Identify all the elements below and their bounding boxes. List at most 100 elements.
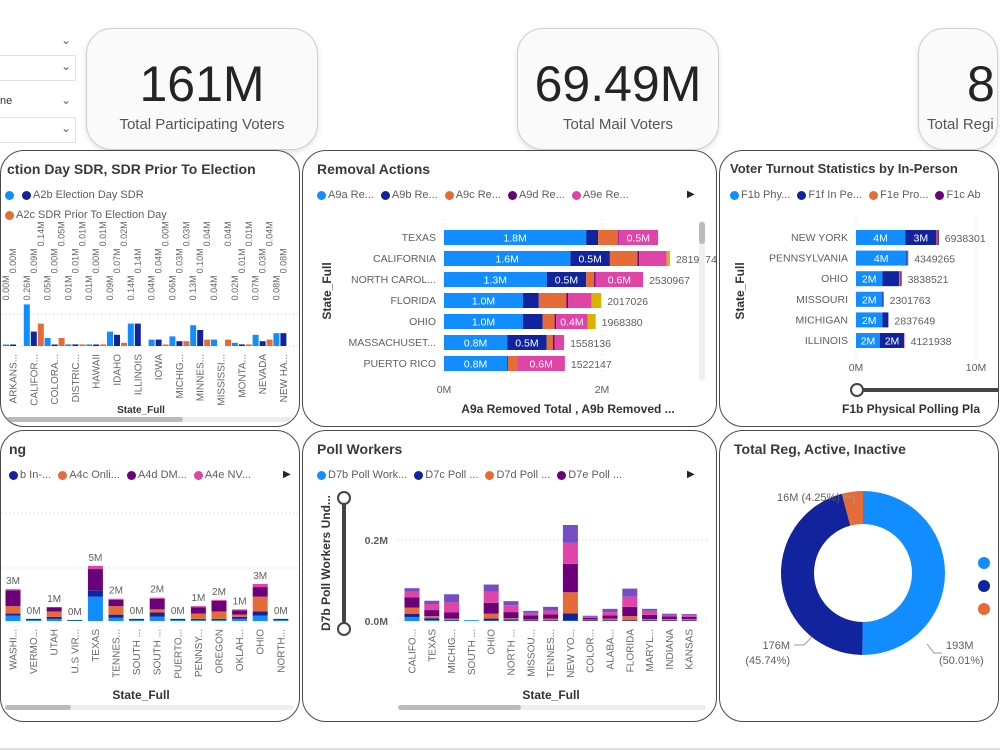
bar [86,344,93,346]
bar-segment [211,599,227,601]
kpi-total-mail-voters: 69.49M Total Mail Voters [517,28,719,150]
data-label: 0.07M [112,248,122,273]
data-label: 0.4M [560,317,583,329]
donut-slice[interactable] [841,491,863,526]
total-label: 4349265 [914,254,955,266]
legend-dot-icon [9,470,18,480]
category-label: TEXAS [91,629,102,662]
legend-dot-icon [507,190,517,200]
legend-item[interactable]: A9c Re... [444,189,501,201]
data-label: 0.13M [188,275,198,300]
data-label: 0.07M [251,275,261,300]
legend-item[interactable]: F1b Phy... [730,189,790,201]
bar-segment [483,618,499,621]
bar-segment [87,596,103,621]
scrollbar-thumb[interactable] [5,417,183,422]
donut-slice[interactable] [862,491,946,655]
legend-item[interactable]: A9d Re... [507,189,565,201]
bar-segment [503,601,519,606]
bar [231,342,238,346]
chevron-down-icon[interactable]: ⌄ [60,33,71,47]
data-label: 0.04M [265,221,275,246]
legend-item[interactable]: b In-... [9,469,51,481]
legend-item[interactable]: A4d DM... [126,469,187,481]
category-label: NEW YORK [791,232,848,244]
y-axis-title: D7b Poll Workers Und... [319,495,333,631]
donut-slice[interactable] [781,493,863,655]
slicer-4[interactable]: ⌄ [0,117,76,143]
slicer-3[interactable]: ne ⌄ [0,93,71,107]
legend-next-arrow-icon[interactable]: ▶ [687,469,695,480]
bar-segment [907,250,908,266]
range-slider-handle[interactable] [337,491,351,505]
bar-segment [444,594,460,603]
data-label: 0.03M [174,248,184,273]
bar-segment [463,620,479,621]
data-label: 2M [885,336,900,348]
chevron-down-icon[interactable]: ⌄ [60,93,71,107]
legend-item[interactable]: F1f In Pe... [797,189,862,201]
bar-segment [190,618,206,620]
category-label: NEW HA... [279,354,290,402]
data-label: 0.14M [36,221,46,246]
bar-segment [523,615,539,620]
bar-segment [546,272,587,287]
category-label: OHIO [256,629,267,655]
data-label: 0.08M [271,275,281,300]
legend-item[interactable]: D7c Poll ... [414,469,478,481]
slicer-2[interactable]: ⌄ [0,55,76,81]
category-label: MICHIGAN [796,314,849,326]
legend-item[interactable] [5,189,14,201]
bar-segment [129,619,145,621]
scrollbar-thumb[interactable] [699,222,705,244]
legend-item[interactable]: A4c Onli... [58,469,120,481]
data-label: 0.26M [22,275,32,300]
category-label: TENNES... [546,629,557,678]
legend-item[interactable]: F1c Ab [935,189,981,201]
chevron-down-icon[interactable]: ⌄ [60,59,71,73]
legend-item[interactable]: A9b Re... [380,189,438,201]
bar-segment [586,230,599,245]
range-slider-handle[interactable] [850,383,864,397]
bar [58,338,65,346]
legend-item[interactable]: A9a Re... [317,189,374,201]
kpi-label: Total Participating Voters [119,116,285,133]
bar-segment [553,335,555,350]
data-label: 0.01M [84,275,94,300]
category-label: ALABA... [606,629,617,670]
bar-segment [609,251,638,266]
x-axis-title: State_Full [522,688,579,702]
vertical-scrollbar[interactable] [699,221,705,381]
range-slider-handle[interactable] [337,622,351,636]
category-label: ILLINOIS [805,335,848,347]
legend-item[interactable]: A4e NV... [193,469,251,481]
legend-item[interactable]: A9e Re... [571,189,629,201]
legend-item[interactable]: A2c SDR Prior To Election Day [5,209,167,221]
legend-item[interactable]: D7e Poll ... [557,469,622,481]
bar-segment [444,602,460,613]
bar-segment [622,620,638,621]
legend-next-arrow-icon[interactable]: ▶ [687,189,695,200]
legend-next-arrow-icon[interactable]: ▶ [283,469,291,480]
legend-item[interactable]: D7d Poll ... [485,469,550,481]
registration-chart: 3M WASHI... 0M VERMO... 1M UTAH 0M U.S VIR... 5M… [1,512,299,710]
bar-segment [582,617,598,620]
data-label: 2M [862,294,877,306]
legend-item[interactable]: F1e Pro... [869,189,928,201]
total-label: 1558136 [570,338,611,350]
scrollbar-thumb[interactable] [398,705,521,710]
legend-item[interactable]: A2b Election Day SDR [22,189,144,201]
legend-dot-icon [797,190,807,200]
bar-segment [591,293,602,308]
chart-legend: D7b Poll Work... D7c Poll ... D7d Poll ...… [317,469,622,481]
bar-segment [424,620,440,621]
bar-segment [880,333,904,348]
bar [176,341,183,346]
legend-item[interactable]: D7b Poll Work... [317,469,407,481]
data-label: 0.01M [237,248,247,273]
chevron-down-icon[interactable]: ⌄ [60,121,71,135]
horizontal-scrollbar[interactable] [5,705,293,710]
bar-segment [444,618,460,620]
scrollbar-thumb[interactable] [5,705,71,710]
slicer-1[interactable]: ⌄ [0,30,75,54]
